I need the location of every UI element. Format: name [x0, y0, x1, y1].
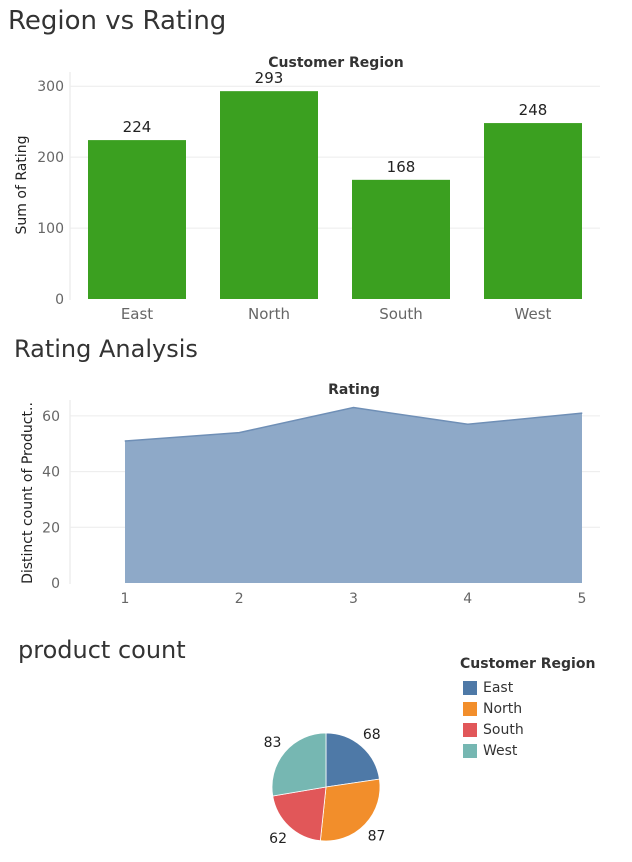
- bar-chart-title: Region vs Rating: [8, 6, 227, 36]
- bar-value-label: 248: [519, 101, 548, 119]
- legend-swatch: [463, 723, 477, 737]
- bar-value-label: 224: [123, 118, 152, 136]
- pie-value-label: 62: [269, 831, 287, 847]
- area-fill: [125, 407, 582, 583]
- bar-y-tick-label: 0: [55, 292, 64, 308]
- bar-west: [484, 123, 582, 299]
- area-x-tick-label: 3: [349, 591, 358, 607]
- bar-south: [352, 179, 450, 299]
- bar-east: [88, 140, 186, 299]
- legend-item-south[interactable]: South: [463, 722, 524, 738]
- pie-slice-west: [271, 732, 327, 797]
- pie-slice-north: [319, 778, 381, 842]
- bar-x-tick-label: North: [248, 305, 290, 323]
- area-y-tick-label: 60: [42, 409, 60, 425]
- area-y-tick-label: 0: [51, 576, 60, 592]
- area-point: [238, 432, 240, 434]
- area-point: [467, 423, 469, 425]
- area-y-tick-label: 40: [42, 465, 60, 481]
- area-x-tick-label: 2: [235, 591, 244, 607]
- pie-slice-south: [272, 786, 327, 842]
- bar-north: [220, 91, 318, 299]
- area-x-tick-label: 1: [121, 591, 130, 607]
- pie-value-label: 68: [363, 727, 381, 743]
- legend-swatch: [463, 744, 477, 758]
- area-point: [353, 407, 354, 409]
- bar-y-axis-label: Sum of Rating: [14, 136, 30, 235]
- pie-legend-title: Customer Region: [460, 656, 596, 672]
- legend-swatch: [463, 702, 477, 716]
- bar-chart: Customer Region 0 100 200 300 Sum of Rating 22…: [14, 55, 600, 323]
- legend-label: South: [483, 722, 524, 738]
- bar-value-label: 168: [387, 158, 416, 176]
- pie-value-label: 87: [368, 828, 386, 844]
- area-y-tick-label: 20: [42, 520, 60, 536]
- legend-swatch: [463, 681, 477, 695]
- legend-item-west[interactable]: West: [463, 743, 517, 759]
- bar-y-tick-label: 100: [37, 221, 64, 237]
- bar-x-tick-label: South: [379, 305, 423, 323]
- bar-y-tick-label: 200: [37, 150, 64, 166]
- pie-value-label: 83: [264, 735, 282, 751]
- legend-label: North: [483, 701, 523, 717]
- area-chart: Rating 0 20 40 60 Distinct count of Product..…: [20, 382, 600, 607]
- area-chart-header: Rating: [328, 382, 380, 398]
- legend-label: East: [483, 680, 514, 696]
- area-point: [124, 440, 126, 442]
- legend-label: West: [483, 743, 518, 759]
- legend-item-east[interactable]: East: [463, 680, 513, 696]
- pie-slice-east: [325, 732, 380, 788]
- bar-x-tick-label: West: [515, 305, 552, 323]
- area-y-axis-label: Distinct count of Product..: [20, 402, 36, 584]
- bar-x-tick-label: East: [121, 305, 153, 323]
- pie-chart-title: product count: [18, 636, 186, 664]
- area-x-tick-label: 4: [463, 591, 472, 607]
- bar-chart-header: Customer Region: [268, 55, 403, 71]
- legend-item-north[interactable]: North: [463, 701, 522, 717]
- area-point: [581, 412, 583, 414]
- bar-y-tick-label: 300: [37, 79, 64, 95]
- area-chart-title: Rating Analysis: [14, 335, 198, 363]
- bar-value-label: 293: [255, 69, 284, 87]
- area-x-tick-label: 5: [578, 591, 587, 607]
